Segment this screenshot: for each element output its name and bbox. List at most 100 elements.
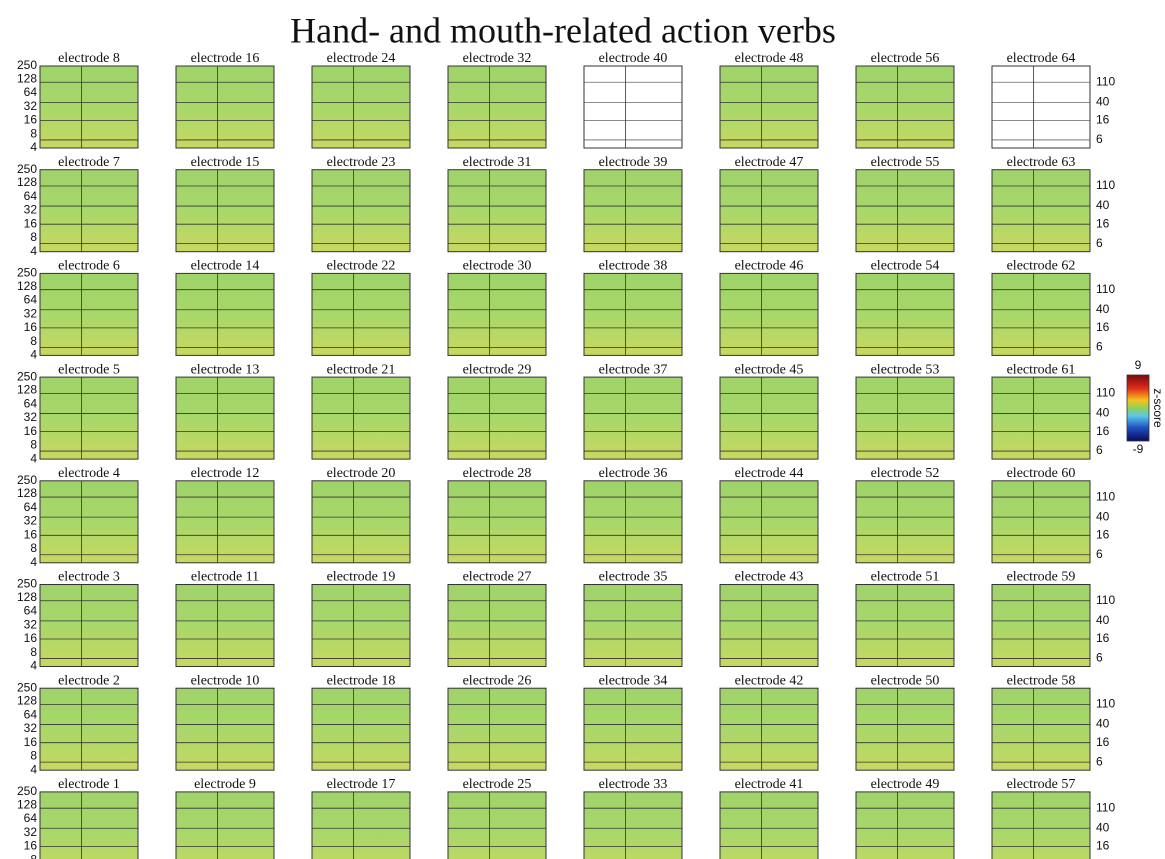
panel-label: electrode 61 bbox=[1007, 362, 1076, 377]
y-tick-label: 8 bbox=[30, 541, 37, 555]
y2-tick-label: 16 bbox=[1096, 424, 1110, 438]
heatmap bbox=[583, 169, 683, 253]
panel-label: electrode 35 bbox=[599, 570, 668, 585]
panel-label: electrode 48 bbox=[735, 51, 804, 66]
heatmap bbox=[719, 65, 819, 149]
panel-label: electrode 1 bbox=[58, 777, 120, 792]
heatmap bbox=[39, 169, 139, 253]
y-tick-label: 8 bbox=[30, 334, 37, 348]
y-tick-label: 32 bbox=[24, 203, 38, 217]
heatmap bbox=[583, 480, 683, 564]
panel-label: electrode 28 bbox=[463, 466, 532, 481]
heatmap bbox=[991, 376, 1091, 460]
heatmap bbox=[175, 584, 275, 667]
panel-label: electrode 14 bbox=[191, 259, 260, 274]
y-tick-label: 4 bbox=[30, 348, 37, 362]
y-tick-label: 128 bbox=[17, 383, 37, 397]
panel-label: electrode 17 bbox=[327, 777, 396, 792]
y-tick-label: 128 bbox=[17, 71, 37, 85]
panel-label: electrode 8 bbox=[58, 51, 120, 66]
panel-label: electrode 22 bbox=[327, 259, 396, 274]
panel-label: electrode 3 bbox=[58, 570, 120, 585]
panel-label: electrode 41 bbox=[735, 777, 804, 792]
panel-label: electrode 50 bbox=[871, 673, 940, 688]
y-tick-label: 8 bbox=[30, 126, 37, 140]
panel-label: electrode 58 bbox=[1007, 673, 1076, 688]
heatmap bbox=[39, 65, 139, 149]
heatmap bbox=[447, 272, 547, 356]
heatmap bbox=[175, 791, 275, 859]
panel-label: electrode 44 bbox=[735, 466, 804, 481]
heatmap bbox=[39, 480, 139, 564]
colorbar-min: -9 bbox=[1133, 442, 1144, 456]
heatmap bbox=[855, 584, 955, 667]
heatmap bbox=[583, 791, 683, 859]
panel-label: electrode 60 bbox=[1007, 466, 1076, 481]
y-tick-label: 32 bbox=[24, 617, 38, 631]
heatmap bbox=[855, 376, 955, 460]
y2-tick-label: 16 bbox=[1096, 631, 1110, 645]
heatmap bbox=[311, 272, 411, 356]
panel-label: electrode 38 bbox=[599, 259, 668, 274]
y2-tick-label: 110 bbox=[1096, 282, 1115, 296]
heatmap bbox=[991, 169, 1091, 253]
heatmap bbox=[583, 687, 683, 771]
y-tick-label: 16 bbox=[24, 216, 38, 230]
heatmap bbox=[175, 169, 275, 253]
y-tick-label: 32 bbox=[24, 825, 38, 839]
heatmap bbox=[719, 480, 819, 564]
panel-label: electrode 32 bbox=[463, 51, 532, 66]
heatmap bbox=[855, 65, 955, 149]
heatmap bbox=[447, 169, 547, 253]
heatmap bbox=[855, 169, 955, 253]
y-tick-label: 32 bbox=[24, 99, 38, 113]
y-tick-label: 4 bbox=[30, 762, 37, 776]
panel-label: electrode 53 bbox=[871, 362, 940, 377]
panel-label: electrode 40 bbox=[599, 51, 668, 66]
y-tick-label: 64 bbox=[24, 811, 38, 825]
heatmap bbox=[311, 169, 411, 253]
y-tick-label: 128 bbox=[17, 694, 37, 708]
heatmap bbox=[175, 376, 275, 460]
panel-label: electrode 45 bbox=[735, 362, 804, 377]
y-tick-label: 32 bbox=[24, 306, 38, 320]
y-tick-label: 8 bbox=[30, 645, 37, 659]
y-tick-label: 64 bbox=[24, 189, 38, 203]
heatmap bbox=[991, 687, 1091, 771]
heatmap bbox=[175, 480, 275, 564]
y2-tick-label: 40 bbox=[1096, 95, 1110, 109]
heatmap bbox=[311, 584, 411, 667]
heatmap bbox=[991, 480, 1091, 564]
heatmap bbox=[39, 584, 139, 667]
panel-label: electrode 31 bbox=[463, 155, 532, 170]
panel-label: electrode 21 bbox=[327, 362, 396, 377]
panel-label: electrode 15 bbox=[191, 155, 260, 170]
panel-label: electrode 57 bbox=[1007, 777, 1076, 792]
y2-tick-label: 6 bbox=[1096, 547, 1103, 561]
y2-tick-label: 40 bbox=[1096, 198, 1110, 212]
y2-tick-label: 110 bbox=[1096, 386, 1115, 400]
y2-tick-label: 6 bbox=[1096, 132, 1103, 146]
colorbar-max: 9 bbox=[1135, 358, 1142, 372]
heatmap bbox=[719, 272, 819, 356]
y-tick-label: 250 bbox=[17, 577, 37, 591]
heatmap bbox=[855, 791, 955, 859]
y2-tick-label: 40 bbox=[1096, 302, 1110, 316]
y-tick-label: 250 bbox=[17, 784, 37, 798]
heatmap bbox=[311, 687, 411, 771]
heatmap bbox=[39, 687, 139, 771]
y-tick-label: 16 bbox=[24, 735, 38, 749]
panel-label: electrode 12 bbox=[191, 466, 260, 481]
y-tick-label: 250 bbox=[17, 162, 37, 176]
y-tick-label: 32 bbox=[24, 514, 38, 528]
heatmap bbox=[991, 791, 1091, 859]
y-tick-label: 64 bbox=[24, 396, 38, 410]
heatmap bbox=[719, 687, 819, 771]
y-tick-label: 64 bbox=[24, 500, 38, 514]
colorbar-label: z-score bbox=[1151, 388, 1165, 428]
y-tick-label: 32 bbox=[24, 721, 38, 735]
heatmap bbox=[39, 376, 139, 460]
y-tick-label: 128 bbox=[17, 279, 37, 293]
figure-title: Hand- and mouth-related action verbs bbox=[290, 10, 836, 50]
